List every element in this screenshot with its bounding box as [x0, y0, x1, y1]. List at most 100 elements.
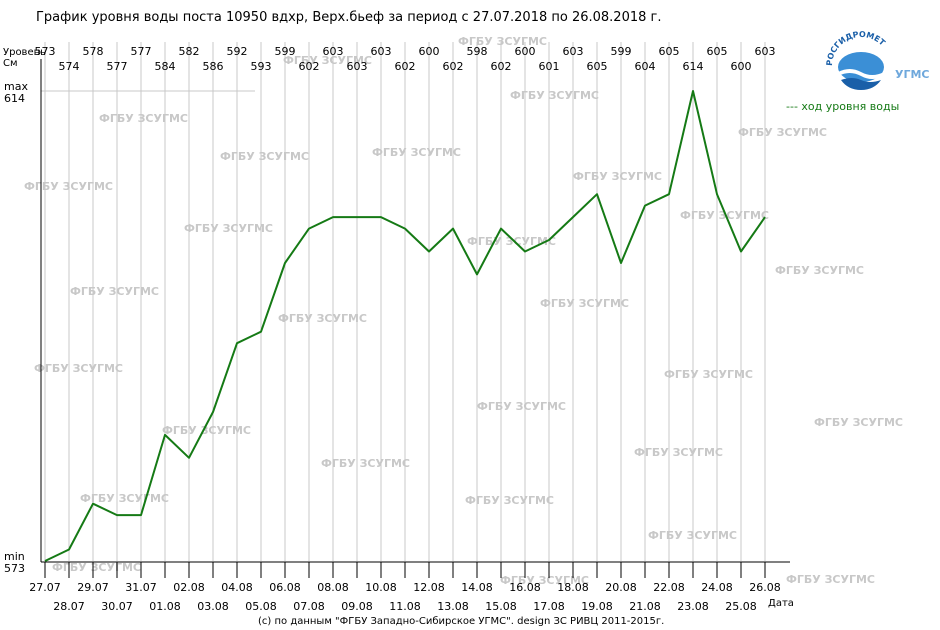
footer-credit: (c) по данным "ФГБУ Западно-Сибирское УГ…: [258, 616, 664, 627]
y-axis-label-line1: Уровень: [3, 47, 46, 58]
x-tick-label: 08.08: [317, 581, 349, 594]
x-tick-label: 24.08: [701, 581, 733, 594]
data-value-label: 601: [539, 60, 560, 73]
y-max-label: max: [4, 80, 28, 93]
watermark-text: ФГБУ ЗСУГМС: [500, 574, 589, 587]
watermark-text: ФГБУ ЗСУГМС: [220, 150, 309, 163]
x-tick-label: 25.08: [725, 600, 757, 613]
x-tick-label: 14.08: [461, 581, 493, 594]
data-value-label: 603: [755, 45, 776, 58]
data-value-label: 586: [203, 60, 224, 73]
x-tick-label: 22.08: [653, 581, 685, 594]
data-value-label: 604: [635, 60, 656, 73]
data-value-label: 593: [251, 60, 272, 73]
x-tick-label: 03.08: [197, 600, 229, 613]
watermark-text: ФГБУ ЗСУГМС: [321, 457, 410, 470]
series-line: [44, 90, 766, 562]
y-min-label: min: [4, 550, 25, 563]
watermark-text: ФГБУ ЗСУГМС: [814, 416, 903, 429]
watermark-text: ФГБУ ЗСУГМС: [465, 494, 554, 507]
y-axis-label-line2: См: [3, 58, 18, 69]
x-tick-label: 09.08: [341, 600, 373, 613]
data-value-label: 598: [467, 45, 488, 58]
data-value-label: 582: [179, 45, 200, 58]
data-value-label: 574: [59, 60, 80, 73]
data-value-label: 584: [155, 60, 176, 73]
data-value-label: 573: [35, 45, 56, 58]
x-tick-labels: 27.07 28.07 29.07 30.07 31.07 01.08 02.08 03.08…: [29, 581, 781, 613]
chart-title: График уровня воды поста 10950 вдхр, Вер…: [36, 10, 662, 25]
data-value-label: 578: [83, 45, 104, 58]
x-tick-label: 23.08: [677, 600, 709, 613]
y-max-value: 614: [4, 92, 25, 105]
data-value-label: 605: [587, 60, 608, 73]
watermark-text: ФГБУ ЗСУГМС: [477, 400, 566, 413]
legend-entry: --- ход уровня воды: [786, 100, 899, 113]
x-tick-label: 27.07: [29, 581, 61, 594]
data-value-label: 600: [419, 45, 440, 58]
data-value-label: 592: [227, 45, 248, 58]
grid-layer: [41, 42, 766, 578]
watermark-text: ФГБУ ЗСУГМС: [634, 446, 723, 459]
watermark-text: ФГБУ ЗСУГМС: [510, 89, 599, 102]
x-tick-label: 26.08: [749, 581, 781, 594]
data-value-label: 603: [347, 60, 368, 73]
watermark-text: ФГБУ ЗСУГМС: [283, 54, 372, 67]
x-tick-label: 21.08: [629, 600, 661, 613]
x-tick-label: 04.08: [221, 581, 253, 594]
x-tick-label: 17.08: [533, 600, 565, 613]
x-axis-label: Дата: [768, 598, 794, 609]
watermark-text: ФГБУ ЗСУГМС: [34, 362, 123, 375]
data-value-label: 599: [611, 45, 632, 58]
data-value-label: 602: [395, 60, 416, 73]
y-min-value: 573: [4, 562, 25, 575]
x-tick-label: 06.08: [269, 581, 301, 594]
watermark-text: ФГБУ ЗСУГМС: [162, 424, 251, 437]
data-value-label: 600: [515, 45, 536, 58]
watermark-text: ФГБУ ЗСУГМС: [540, 297, 629, 310]
logo-sphere: [838, 52, 884, 82]
data-value-label: 603: [371, 45, 392, 58]
logo-wave-blue: [841, 78, 881, 90]
data-value-label: 600: [731, 60, 752, 73]
x-tick-label: 01.08: [149, 600, 181, 613]
watermark-text: ФГБУ ЗСУГМС: [184, 222, 273, 235]
watermark-text: ФГБУ ЗСУГМС: [786, 573, 875, 586]
x-tick-label: 12.08: [413, 581, 445, 594]
top-value-labels: 5735745785775775845825865925935996026036…: [35, 45, 776, 73]
logo-wave-white: [838, 69, 884, 79]
x-tick-label: 18.08: [557, 581, 589, 594]
watermark-text: ФГБУ ЗСУГМС: [52, 561, 141, 574]
watermark-text: ФГБУ ЗСУГМС: [70, 285, 159, 298]
roshydromet-logo: РОСГИДРОМЕТ УГМС: [825, 30, 930, 90]
x-tick-label: 29.07: [77, 581, 109, 594]
x-tick-label: 10.08: [365, 581, 397, 594]
watermark-text: ФГБУ ЗСУГМС: [278, 312, 367, 325]
x-tick-label: 02.08: [173, 581, 205, 594]
x-tick-label: 16.08: [509, 581, 541, 594]
x-tick-label: 31.07: [125, 581, 157, 594]
x-tick-label: 19.08: [581, 600, 613, 613]
data-value-label: 605: [707, 45, 728, 58]
x-tick-label: 15.08: [485, 600, 517, 613]
watermark-text: ФГБУ ЗСУГМС: [664, 368, 753, 381]
data-value-label: 603: [563, 45, 584, 58]
x-tick-label: 05.08: [245, 600, 277, 613]
watermark-text: ФГБУ ЗСУГМС: [680, 209, 769, 222]
x-tick-label: 30.07: [101, 600, 133, 613]
watermark-text: ФГБУ ЗСУГМС: [738, 126, 827, 139]
watermark-text: ФГБУ ЗСУГМС: [372, 146, 461, 159]
x-tick-label: 13.08: [437, 600, 469, 613]
x-tick-label: 20.08: [605, 581, 637, 594]
watermark-text: ФГБУ ЗСУГМС: [467, 235, 556, 248]
x-tick-label: 28.07: [53, 600, 85, 613]
data-value-label: 599: [275, 45, 296, 58]
x-tick-label: 07.08: [293, 600, 325, 613]
data-value-label: 603: [323, 45, 344, 58]
watermark-text: ФГБУ ЗСУГМС: [573, 170, 662, 183]
logo-side-text: УГМС: [895, 68, 930, 81]
x-tick-label: 11.08: [389, 600, 421, 613]
watermark-layer: ФГБУ ЗСУГМС ФГБУ ЗСУГМС ФГБУ ЗСУГМС ФГБУ ЗС…: [24, 35, 903, 587]
watermark-text: ФГБУ ЗСУГМС: [775, 264, 864, 277]
